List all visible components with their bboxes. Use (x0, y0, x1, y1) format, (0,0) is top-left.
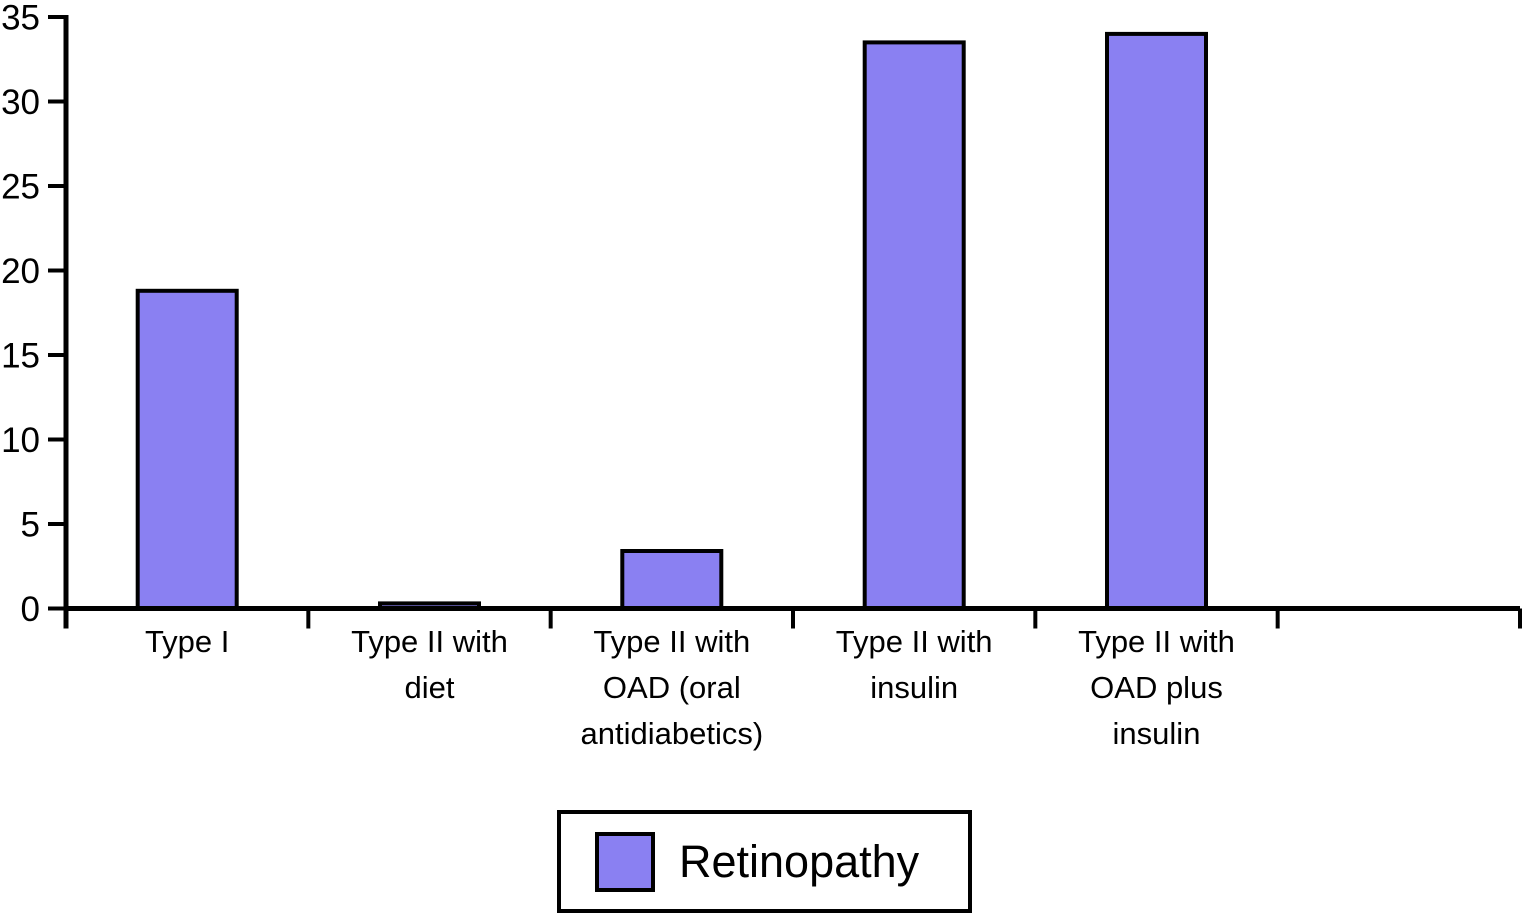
bar-type-ii-with-oad-plus-insulin (1105, 31, 1208, 611)
y-tick-label-0: 0 (21, 590, 40, 629)
y-tick-label-10: 10 (1, 421, 40, 460)
y-tick-label-5: 5 (21, 506, 40, 545)
legend: Retinopathy (557, 810, 972, 913)
y-tick-label-30: 30 (1, 83, 40, 122)
category-label-type-ii-with-oad-oral-antidiabetics: Type II with OAD (oral antidiabetics) (581, 624, 764, 751)
y-tick-label-20: 20 (1, 252, 40, 291)
y-tick-label-15: 15 (1, 337, 40, 376)
category-label-type-ii-with-diet: Type II with diet (351, 624, 508, 705)
bar-type-ii-with-insulin (862, 40, 966, 611)
bar-type-ii-with-oad-oral-antidiabetics (620, 549, 724, 611)
bar-type-i (135, 288, 239, 611)
category-label-type-i: Type I (145, 624, 229, 659)
y-tick-label-35: 35 (1, 0, 40, 38)
y-tick-label-25: 25 (1, 168, 40, 207)
legend-swatch-retinopathy (595, 831, 655, 892)
legend-label: Retinopathy (679, 836, 920, 887)
category-label-type-ii-with-insulin: Type II with insulin (836, 624, 993, 705)
category-label-type-ii-with-oad-plus-insulin: Type II with OAD plus insulin (1078, 624, 1235, 751)
